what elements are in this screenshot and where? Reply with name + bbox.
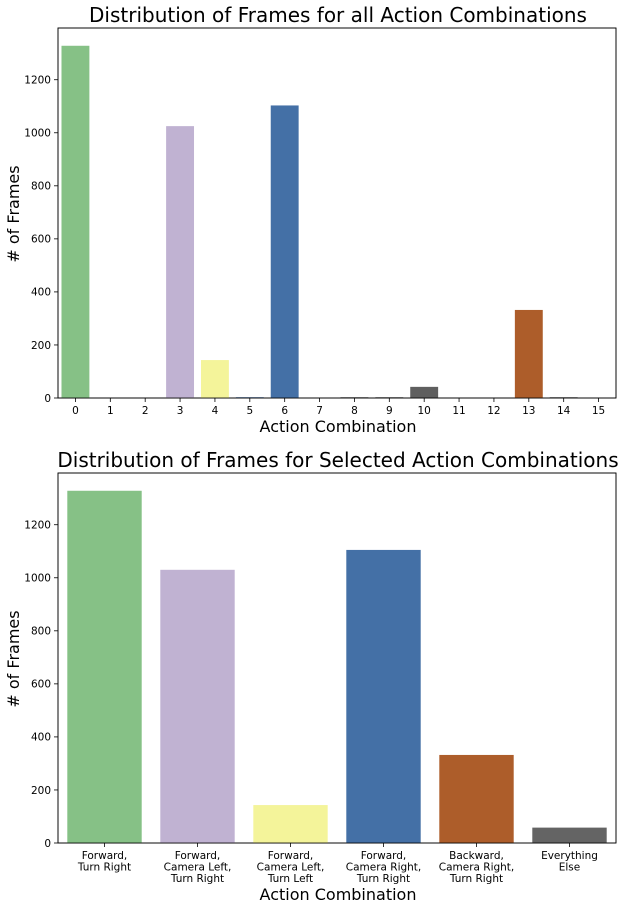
top-bar <box>166 126 195 398</box>
top-bar <box>514 309 543 398</box>
chart-bottom-ylabel: # of Frames <box>4 610 23 707</box>
bottom-xtick-label: Everything Else <box>541 850 598 874</box>
top-bar <box>200 360 229 398</box>
top-xtick-label: 8 <box>351 405 358 417</box>
chart-bottom-title: Distribution of Frames for Selected Acti… <box>57 448 618 472</box>
top-frame-border <box>57 27 617 399</box>
bottom-bar <box>67 490 142 843</box>
top-ytick-label: 1000 <box>24 128 51 140</box>
bottom-xtick-label: Forward, Camera Right, Turn Right <box>346 850 422 885</box>
bottom-bar <box>160 569 235 843</box>
top-bar <box>61 45 90 399</box>
top-ytick-label: 0 <box>44 393 51 405</box>
top-xtick-label: 13 <box>522 405 535 417</box>
chart-top-xlabel: Action Combination <box>260 417 417 436</box>
bottom-bar <box>346 549 421 843</box>
bottom-ytick-label: 0 <box>44 838 51 850</box>
top-xtick-label: 15 <box>592 405 605 417</box>
bottom-ytick-label: 400 <box>31 732 51 744</box>
top-xtick-label: 3 <box>177 405 184 417</box>
bottom-bar <box>439 754 514 843</box>
chart-bottom: Distribution of Frames for Selected Acti… <box>4 448 619 904</box>
bottom-xtick-label: Forward, Camera Left, Turn Right <box>164 850 232 885</box>
top-xtick-label: 6 <box>281 405 288 417</box>
top-ytick-label: 1200 <box>24 75 51 87</box>
top-xtick-label: 9 <box>386 405 393 417</box>
bottom-frame <box>57 472 617 844</box>
top-xtick-label: 12 <box>487 405 500 417</box>
top-xtick-label: 2 <box>142 405 149 417</box>
bottom-ytick-label: 1000 <box>24 573 51 585</box>
chart-bottom-xlabel: Action Combination <box>260 885 417 904</box>
top-xtick-label: 0 <box>72 405 79 417</box>
bottom-bar <box>253 805 328 843</box>
top-xtick-label: 10 <box>418 405 431 417</box>
bottom-bar <box>532 827 607 843</box>
top-xtick-label: 1 <box>107 405 114 417</box>
top-xtick-label: 11 <box>452 405 465 417</box>
top-bar <box>410 386 439 398</box>
chart-top-ylabel: # of Frames <box>4 165 23 262</box>
bottom-ytick-label: 600 <box>31 679 51 691</box>
bottom-xtick-label: Forward, Turn Right <box>77 850 131 874</box>
bottom-ytick-label: 800 <box>31 626 51 638</box>
top-ytick-label: 600 <box>31 234 51 246</box>
top-xtick-label: 7 <box>316 405 323 417</box>
bottom-xtick-label: Forward, Camera Left, Turn Left <box>257 850 325 885</box>
bottom-ytick-label: 200 <box>31 785 51 797</box>
bottom-ytick-label: 1200 <box>24 520 51 532</box>
top-ytick-label: 800 <box>31 181 51 193</box>
chart-top: Distribution of Frames for all Action Co… <box>4 3 617 436</box>
top-ytick-label: 200 <box>31 340 51 352</box>
top-xtick-label: 5 <box>246 405 253 417</box>
top-bar <box>270 105 299 398</box>
bottom-frame-border <box>57 472 617 844</box>
top-xtick-label: 4 <box>212 405 219 417</box>
top-xtick-label: 14 <box>557 405 571 417</box>
chart-bottom-plot-area: 0 200 400 600 800 1000 1200 Forward, Turn Right F… <box>24 472 617 885</box>
top-ytick-label: 400 <box>31 287 51 299</box>
bottom-xtick-label: Backward, Camera Right, Turn Right <box>439 850 515 885</box>
chart-top-title: Distribution of Frames for all Action Co… <box>89 3 587 27</box>
